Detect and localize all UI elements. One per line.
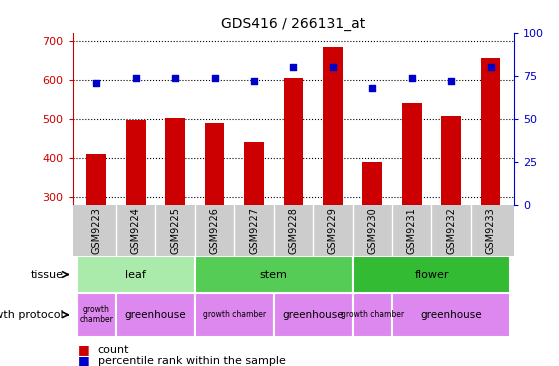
Text: GSM9230: GSM9230: [367, 207, 377, 254]
Bar: [274, 293, 353, 337]
Bar: [205, 123, 225, 205]
Bar: [116, 293, 195, 337]
Bar: [353, 256, 510, 293]
Text: ■: ■: [78, 343, 90, 356]
Bar: [392, 293, 510, 337]
Bar: [87, 154, 106, 205]
Bar: [283, 78, 304, 205]
Point: [447, 78, 456, 84]
Point: [368, 85, 377, 91]
Text: ■: ■: [78, 354, 90, 366]
Text: GSM9229: GSM9229: [328, 207, 338, 254]
Bar: [244, 142, 264, 205]
Text: stem: stem: [260, 269, 288, 280]
Text: leaf: leaf: [125, 269, 146, 280]
Bar: [195, 256, 353, 293]
Text: greenhouse: greenhouse: [282, 310, 344, 320]
Text: tissue: tissue: [31, 269, 64, 280]
Bar: [77, 293, 116, 337]
Text: greenhouse: greenhouse: [420, 310, 482, 320]
Bar: [126, 120, 145, 205]
Bar: [481, 57, 500, 205]
Bar: [402, 103, 421, 205]
Bar: [353, 293, 392, 337]
Bar: [77, 256, 195, 293]
Text: GSM9228: GSM9228: [288, 207, 299, 254]
Text: GSM9224: GSM9224: [131, 207, 141, 254]
Point: [210, 75, 219, 81]
Text: GSM9223: GSM9223: [91, 207, 101, 254]
Point: [92, 80, 101, 86]
Text: growth chamber: growth chamber: [203, 310, 266, 319]
Text: greenhouse: greenhouse: [125, 310, 186, 320]
Text: growth
chamber: growth chamber: [79, 305, 113, 325]
Text: percentile rank within the sample: percentile rank within the sample: [98, 355, 286, 366]
Text: GSM9226: GSM9226: [210, 207, 220, 254]
Text: GSM9233: GSM9233: [486, 207, 496, 254]
Point: [329, 64, 338, 70]
Bar: [323, 46, 343, 205]
Point: [249, 78, 258, 84]
Text: count: count: [98, 344, 129, 355]
Bar: [442, 116, 461, 205]
Bar: [362, 162, 382, 205]
Point: [408, 75, 416, 81]
Text: GSM9231: GSM9231: [407, 207, 417, 254]
Point: [289, 64, 298, 70]
Point: [170, 75, 179, 81]
Point: [486, 64, 495, 70]
Text: flower: flower: [414, 269, 449, 280]
Bar: [195, 293, 274, 337]
Title: GDS416 / 266131_at: GDS416 / 266131_at: [221, 16, 366, 30]
Text: growth protocol: growth protocol: [0, 310, 64, 320]
Text: growth chamber: growth chamber: [341, 310, 404, 319]
Text: GSM9232: GSM9232: [446, 207, 456, 254]
Bar: [165, 118, 185, 205]
Point: [131, 75, 140, 81]
Text: GSM9225: GSM9225: [170, 207, 180, 254]
Text: GSM9227: GSM9227: [249, 207, 259, 254]
